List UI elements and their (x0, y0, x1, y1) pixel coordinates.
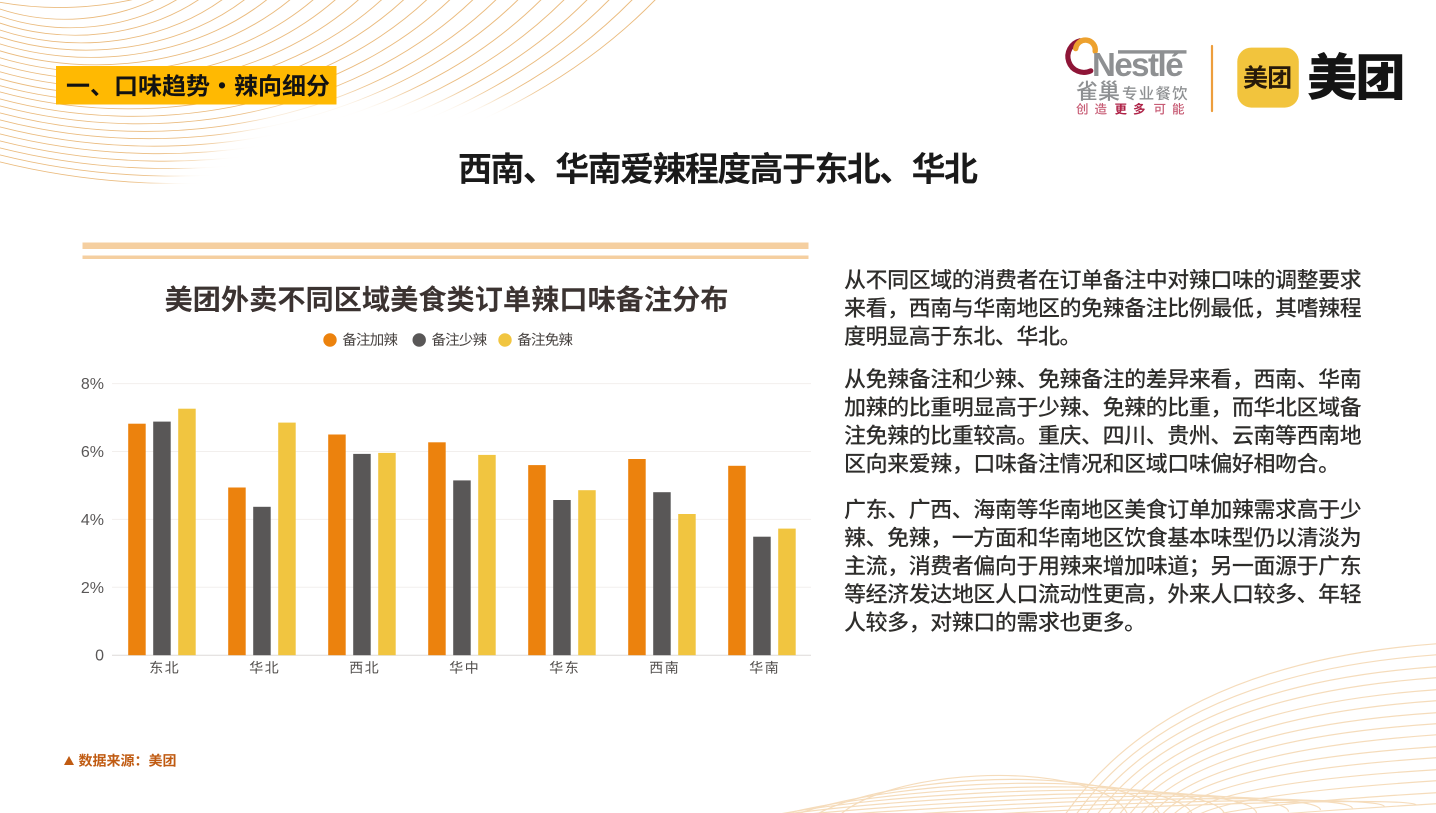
svg-text:4%: 4% (81, 512, 104, 529)
svg-text:0: 0 (95, 648, 104, 665)
svg-text:8%: 8% (81, 376, 104, 393)
svg-text:2%: 2% (81, 580, 104, 597)
svg-text:6%: 6% (81, 444, 104, 461)
